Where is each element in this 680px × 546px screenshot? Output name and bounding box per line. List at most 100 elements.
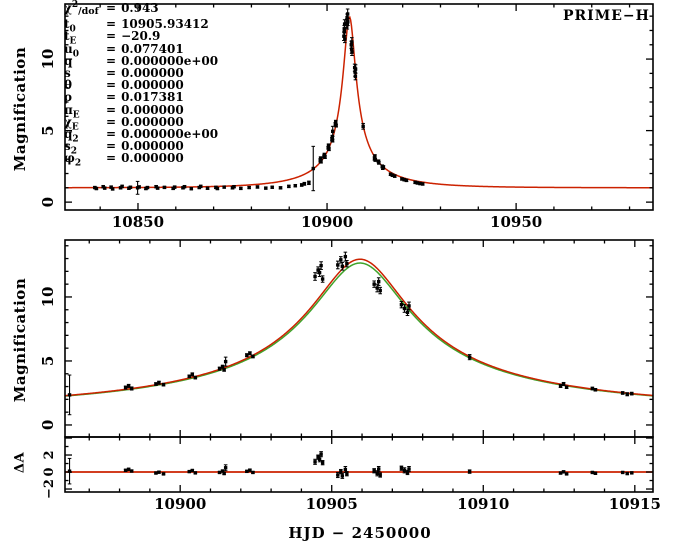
data-point xyxy=(190,468,194,473)
survey-label: PRIME−H xyxy=(563,8,650,24)
data-point xyxy=(467,469,472,474)
equals-sign: = xyxy=(106,41,117,56)
y-tick-label: 0 xyxy=(39,420,57,430)
data-point xyxy=(407,304,411,308)
data-point xyxy=(161,472,166,476)
data-point xyxy=(222,185,226,189)
data-point xyxy=(404,178,409,183)
data-point xyxy=(193,471,198,475)
data-point xyxy=(278,186,283,190)
data-point xyxy=(361,124,365,129)
data-point xyxy=(353,70,357,74)
data-point xyxy=(318,156,323,161)
x-tick-label: 10905 xyxy=(306,495,358,513)
equals-sign: = xyxy=(106,127,117,142)
y-tick-label: 0 xyxy=(39,197,57,207)
data-point xyxy=(109,185,113,189)
data-point xyxy=(129,469,134,473)
data-point xyxy=(67,393,72,397)
data-point xyxy=(251,470,255,475)
data-point xyxy=(418,181,422,186)
parameter-value: −20.9 xyxy=(121,29,161,44)
data-point xyxy=(316,268,320,272)
data-point xyxy=(620,470,625,475)
data-point xyxy=(630,391,634,396)
equals-sign: = xyxy=(106,139,117,154)
data-point xyxy=(593,388,598,392)
data-point xyxy=(590,386,595,391)
data-point xyxy=(187,469,191,474)
y-axis-title-top: Magnification xyxy=(11,46,29,172)
data-point xyxy=(625,471,629,476)
equals-sign: = xyxy=(106,90,117,105)
res-tick-labels: 10900 10905 10910 10915 −2 0 2 xyxy=(42,450,661,513)
data-point xyxy=(561,470,566,474)
fit-parameter-line: u0 = 0.077401 xyxy=(64,41,218,58)
data-point xyxy=(375,471,379,475)
equals-sign: = xyxy=(106,151,117,166)
data-point xyxy=(264,186,268,190)
data-point xyxy=(378,288,382,293)
data-point xyxy=(313,274,317,279)
y-tick-label: 10 xyxy=(39,49,57,70)
fit-parameter-line: ρ = 0.017381 xyxy=(64,91,218,103)
data-point xyxy=(390,173,395,177)
parameter-symbol: φ2 xyxy=(64,151,82,169)
data-point xyxy=(157,470,161,474)
data-point xyxy=(217,470,222,475)
parameter-value: 0.017381 xyxy=(121,90,184,105)
x-tick-label: 10900 xyxy=(154,495,206,513)
data-point xyxy=(157,381,161,385)
data-point xyxy=(245,469,249,474)
top-panel: 10850 10900 10950 0 5 10 xyxy=(39,3,654,231)
data-point xyxy=(345,15,349,20)
equals-sign: = xyxy=(106,102,117,117)
data-point xyxy=(402,468,407,473)
data-point xyxy=(353,74,358,78)
data-point xyxy=(342,22,347,26)
parameter-symbol: ρ xyxy=(64,90,72,105)
parameter-value: 0.077401 xyxy=(121,41,184,56)
equals-sign: = xyxy=(106,1,117,15)
data-point xyxy=(343,37,347,41)
data-point xyxy=(342,30,347,34)
data-point xyxy=(317,457,322,461)
data-point xyxy=(172,185,177,189)
data-point xyxy=(326,143,331,148)
data-point xyxy=(319,263,323,268)
data-point xyxy=(620,391,625,395)
data-point xyxy=(564,472,569,476)
data-point xyxy=(239,186,243,191)
data-point xyxy=(145,185,150,190)
data-point xyxy=(378,473,382,477)
data-point xyxy=(215,186,220,191)
data-point xyxy=(402,306,407,311)
data-point xyxy=(103,186,107,190)
data-point xyxy=(339,258,343,262)
data-point xyxy=(223,466,228,470)
data-point xyxy=(630,471,634,475)
data-point xyxy=(155,186,160,190)
data-point xyxy=(593,471,598,475)
data-point xyxy=(193,375,198,380)
res-panel: 10900 10905 10910 10915 −2 0 2 xyxy=(42,436,661,513)
data-point xyxy=(190,372,194,377)
data-point xyxy=(345,472,349,476)
x-tick-label: 10915 xyxy=(609,495,661,513)
data-point xyxy=(377,279,381,284)
mid-data-points xyxy=(67,251,634,416)
fit-parameter-line: χE = 0.000000 xyxy=(64,116,218,132)
data-point xyxy=(372,282,376,286)
data-point xyxy=(123,468,128,473)
parameter-value: 0.000000e+00 xyxy=(121,127,219,142)
data-point xyxy=(248,468,252,472)
top-panel-content xyxy=(65,8,653,195)
data-point xyxy=(222,368,226,372)
data-point xyxy=(199,184,203,189)
fit-parameter-line: tE = −20.9 xyxy=(64,29,218,46)
mid-panel-border xyxy=(64,239,654,438)
data-point xyxy=(317,270,322,275)
fit-parameter-line: πE = 0.000000 xyxy=(64,102,218,119)
